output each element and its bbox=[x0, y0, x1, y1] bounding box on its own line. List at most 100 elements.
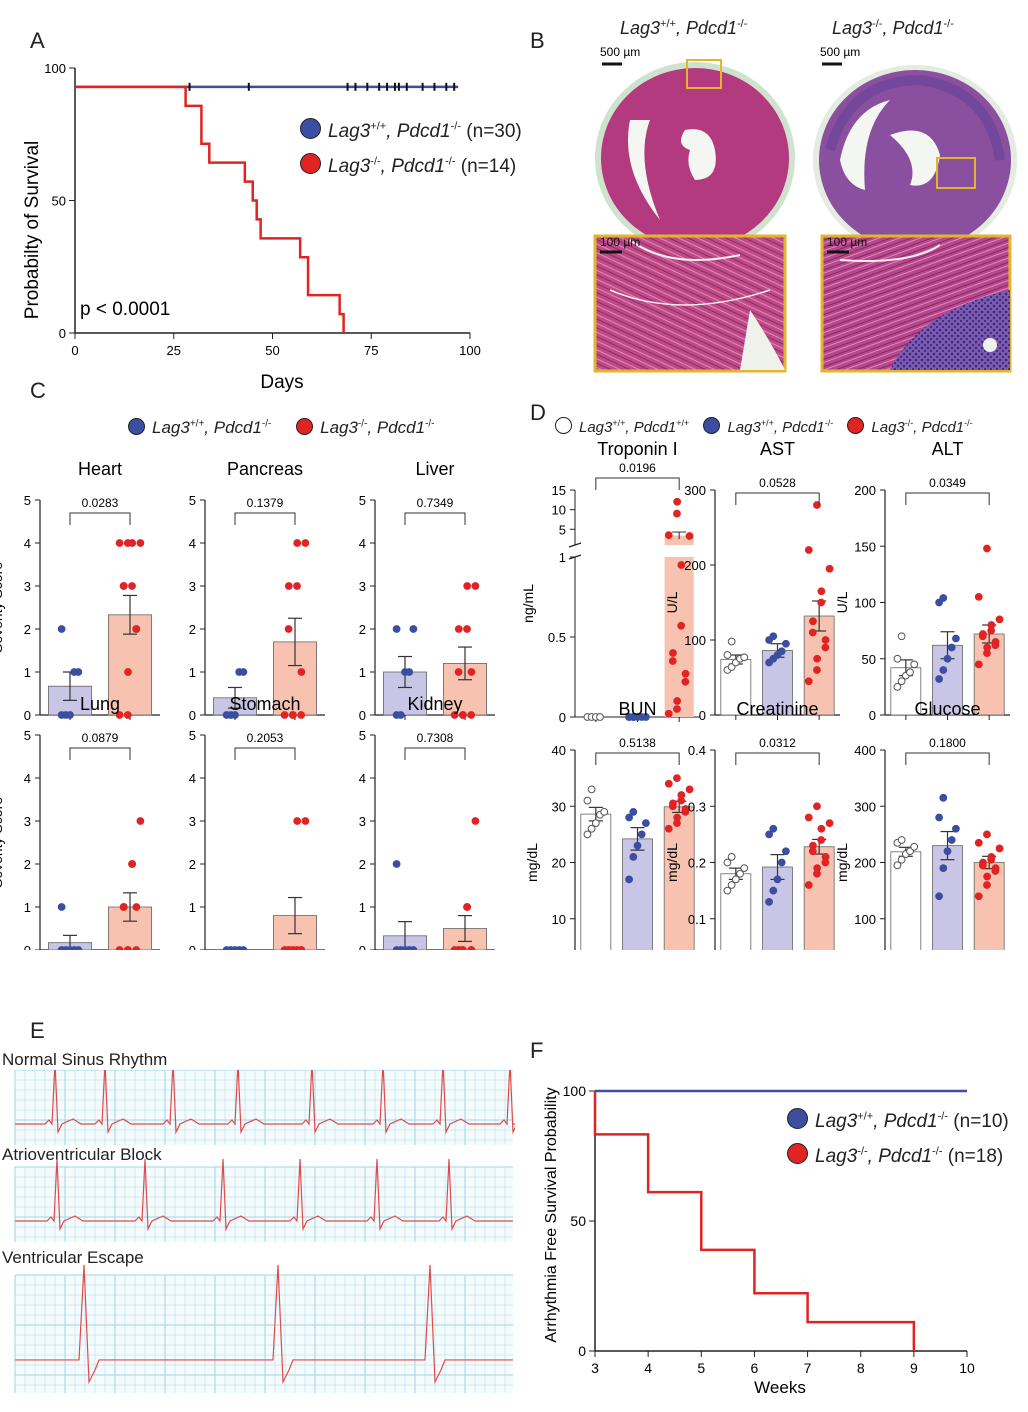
ecg-trace bbox=[15, 1158, 513, 1232]
data-point bbox=[280, 711, 289, 719]
chart-title: Liver bbox=[415, 459, 454, 479]
axis-label-y: ng/mL bbox=[520, 584, 536, 623]
data-point bbox=[947, 836, 956, 844]
data-point bbox=[804, 546, 813, 554]
legend-item-ko: Lag3-/-, Pdcd1-/- bbox=[847, 417, 973, 436]
data-point bbox=[777, 858, 786, 867]
y-tick-label: 1 bbox=[189, 665, 196, 680]
chart-title: Stomach bbox=[229, 694, 300, 714]
y-tick-label: 0.1 bbox=[688, 912, 706, 927]
y-tick-label: 10 bbox=[552, 503, 566, 518]
data-point bbox=[409, 625, 418, 633]
y-tick-label: 3 bbox=[189, 579, 196, 594]
data-point bbox=[983, 881, 991, 889]
data-point bbox=[57, 625, 66, 633]
svg-text:100 µm: 100 µm bbox=[600, 235, 640, 249]
data-point bbox=[450, 711, 459, 719]
data-point bbox=[731, 875, 740, 884]
data-point bbox=[813, 864, 822, 873]
y-tick-label: 40 bbox=[552, 743, 566, 758]
data-point bbox=[995, 615, 1004, 624]
lab-chart-glucose: 0 100 200 300 400 0.1800 Glucose mg/dL bbox=[834, 699, 1005, 950]
data-point bbox=[405, 668, 414, 676]
data-point bbox=[467, 711, 476, 719]
data-point bbox=[293, 582, 301, 590]
data-point bbox=[467, 668, 476, 676]
y-tick-label: 0 bbox=[699, 708, 706, 723]
y-tick-label: 100 bbox=[684, 633, 706, 648]
data-point bbox=[817, 836, 826, 844]
data-point bbox=[727, 637, 736, 646]
y-tick-label: 3 bbox=[359, 814, 366, 829]
data-point bbox=[629, 852, 638, 861]
data-point bbox=[974, 892, 983, 901]
legend-c: Lag3+/+, Pdcd1-/- Lag3-/-, Pdcd1-/- bbox=[128, 418, 435, 438]
data-point bbox=[284, 946, 293, 950]
data-point bbox=[463, 625, 471, 633]
x-tick-label: 25 bbox=[167, 343, 181, 358]
data-point bbox=[459, 711, 467, 719]
significance-bracket bbox=[905, 752, 990, 765]
y-tick-label: 5 bbox=[359, 493, 366, 508]
data-point bbox=[979, 630, 987, 638]
axis-label-y: U/L bbox=[664, 591, 680, 613]
data-point bbox=[765, 897, 773, 906]
strip-title-2: Atrioventricular Block bbox=[2, 1145, 162, 1164]
data-point bbox=[893, 682, 902, 691]
chart-title: Lung bbox=[80, 694, 120, 714]
data-point bbox=[974, 592, 983, 601]
p-value: p < 0.0001 bbox=[80, 299, 170, 320]
y-tick-label: 0 bbox=[559, 710, 566, 725]
data-point bbox=[115, 539, 124, 547]
y-tick-label: 4 bbox=[24, 536, 31, 551]
strip-title-1: Normal Sinus Rhythm bbox=[2, 1050, 168, 1069]
data-point bbox=[804, 677, 813, 686]
y-tick-label: 0 bbox=[59, 326, 66, 341]
x-tick-label: 100 bbox=[459, 343, 481, 358]
axis-label-y: mg/dL bbox=[524, 843, 540, 882]
data-point bbox=[123, 711, 132, 719]
data-point bbox=[723, 858, 732, 867]
chart-title: Heart bbox=[78, 459, 122, 479]
data-point bbox=[132, 625, 141, 633]
data-point bbox=[642, 819, 650, 828]
y-tick-label: 200 bbox=[854, 483, 876, 498]
data-point bbox=[673, 497, 682, 506]
data-point bbox=[991, 864, 1000, 873]
y-tick-label: 1 bbox=[24, 900, 31, 915]
zoom-inset-ko: 100 µm bbox=[820, 234, 1012, 373]
histology-title-ko: Lag3-/-, Pdcd1-/- bbox=[832, 18, 954, 38]
data-point bbox=[727, 881, 736, 889]
data-point bbox=[664, 824, 673, 833]
severity-chart-liver: 0 1 2 3 4 5 0.7349 Liver bbox=[359, 459, 495, 723]
lab-chart-ast: 0 100 200 300 0.0528 AST U/L bbox=[664, 440, 840, 723]
significance-bracket bbox=[69, 512, 131, 525]
histology-images: 500 µm 500 µm 100 µm 100 µm bbox=[593, 45, 1017, 373]
y-tick-label: 3 bbox=[24, 579, 31, 594]
data-point bbox=[939, 793, 948, 802]
severity-chart-kidney: 0 1 2 3 4 5 0.7308 Kidney bbox=[359, 694, 495, 950]
legend-item-ko: Lag3-/-, Pdcd1-/- (n=14) bbox=[300, 153, 522, 178]
y-tick-label: 0 bbox=[189, 943, 196, 950]
data-point bbox=[136, 539, 145, 547]
p-value-label: 0.0528 bbox=[759, 476, 796, 490]
data-point bbox=[777, 647, 786, 656]
p-value-label: 0.1800 bbox=[929, 736, 966, 750]
chart-title: Glucose bbox=[914, 699, 980, 719]
ecg-paper bbox=[15, 1167, 513, 1242]
ecg-trace bbox=[15, 1264, 513, 1385]
y-tick-label: 300 bbox=[684, 483, 706, 498]
y-tick-label: 4 bbox=[24, 771, 31, 786]
data-point bbox=[66, 711, 74, 719]
histology-title-wt: Lag3+/+, Pdcd1-/- bbox=[620, 18, 748, 38]
data-point bbox=[74, 946, 83, 950]
axis-break bbox=[568, 542, 582, 560]
y-tick-label: 100 bbox=[854, 912, 876, 927]
data-point bbox=[132, 903, 141, 911]
data-point bbox=[804, 881, 813, 889]
data-point bbox=[910, 660, 919, 669]
chart-title: Troponin I bbox=[597, 440, 677, 459]
ecg-strip-1 bbox=[14, 1070, 515, 1145]
data-point bbox=[128, 860, 137, 868]
